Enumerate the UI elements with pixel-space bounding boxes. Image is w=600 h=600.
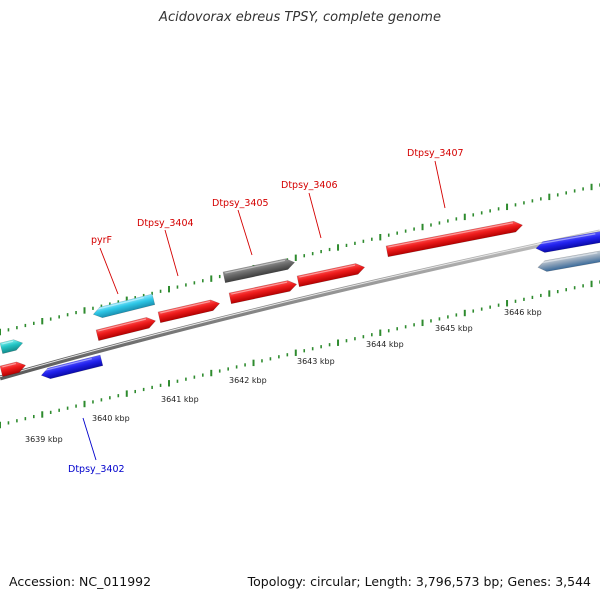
gene-arrow-teal[interactable] bbox=[0, 338, 24, 354]
label-leaders bbox=[82, 160, 446, 461]
ruler-label: 3642 kbp bbox=[229, 376, 267, 385]
gene-label-dtpsy-3406[interactable]: Dtpsy_3406 bbox=[281, 180, 338, 191]
gene-arrow-gray[interactable] bbox=[222, 257, 296, 284]
leader-line bbox=[308, 192, 322, 239]
gene-label-dtpsy-3407[interactable]: Dtpsy_3407 bbox=[407, 148, 464, 159]
ruler-label: 3643 kbp bbox=[297, 357, 335, 366]
ruler-label: 3639 kbp bbox=[25, 435, 63, 444]
gene-arrow-red[interactable] bbox=[0, 360, 27, 377]
leader-line bbox=[99, 247, 119, 295]
genome-summary-text: Topology: circular; Length: 3,796,573 bp… bbox=[247, 574, 591, 589]
gene-arrow-dtpsy-3406[interactable] bbox=[296, 262, 366, 288]
gene-track bbox=[0, 220, 600, 381]
leader-line bbox=[237, 209, 253, 256]
gene-arrow-dtpsy-3404[interactable] bbox=[157, 298, 221, 324]
map-title: Acidovorax ebreus TPSY, complete genome bbox=[159, 10, 441, 25]
gene-arrow-blue[interactable] bbox=[535, 230, 600, 254]
reverse-ruler bbox=[0, 280, 600, 429]
leader-line bbox=[82, 417, 97, 461]
gene-arrow-dtpsy-3405[interactable] bbox=[228, 279, 298, 305]
gene-arrow-dtpsy-3402[interactable] bbox=[40, 354, 104, 381]
gene-label-dtpsy-3405[interactable]: Dtpsy_3405 bbox=[212, 198, 269, 209]
gene-label-pyrF[interactable]: pyrF bbox=[91, 235, 112, 246]
ruler-labels: 3639 kbp 3640 kbp 3641 kbp 3642 kbp 3643… bbox=[25, 308, 542, 444]
ruler-label: 3641 kbp bbox=[161, 395, 199, 404]
leader-line bbox=[434, 160, 446, 209]
gene-arrow-steel[interactable] bbox=[537, 249, 600, 273]
ruler-label: 3644 kbp bbox=[366, 340, 404, 349]
gene-labels: pyrF Dtpsy_3404 Dtpsy_3405 Dtpsy_3406 Dt… bbox=[68, 148, 464, 475]
leader-line bbox=[164, 229, 179, 277]
gene-label-dtpsy-3402[interactable]: Dtpsy_3402 bbox=[68, 464, 125, 475]
accession-text: Accession: NC_011992 bbox=[9, 574, 152, 589]
genome-backbone bbox=[0, 229, 600, 381]
gene-arrow-pyrF[interactable] bbox=[92, 293, 156, 320]
ruler-label: 3646 kbp bbox=[504, 308, 542, 317]
ruler-label: 3645 kbp bbox=[435, 324, 473, 333]
gene-arrow-dtpsy-3407[interactable] bbox=[385, 220, 524, 258]
gene-arrow-red[interactable] bbox=[95, 315, 157, 341]
ruler-label: 3640 kbp bbox=[92, 414, 130, 423]
gene-label-dtpsy-3404[interactable]: Dtpsy_3404 bbox=[137, 218, 194, 229]
